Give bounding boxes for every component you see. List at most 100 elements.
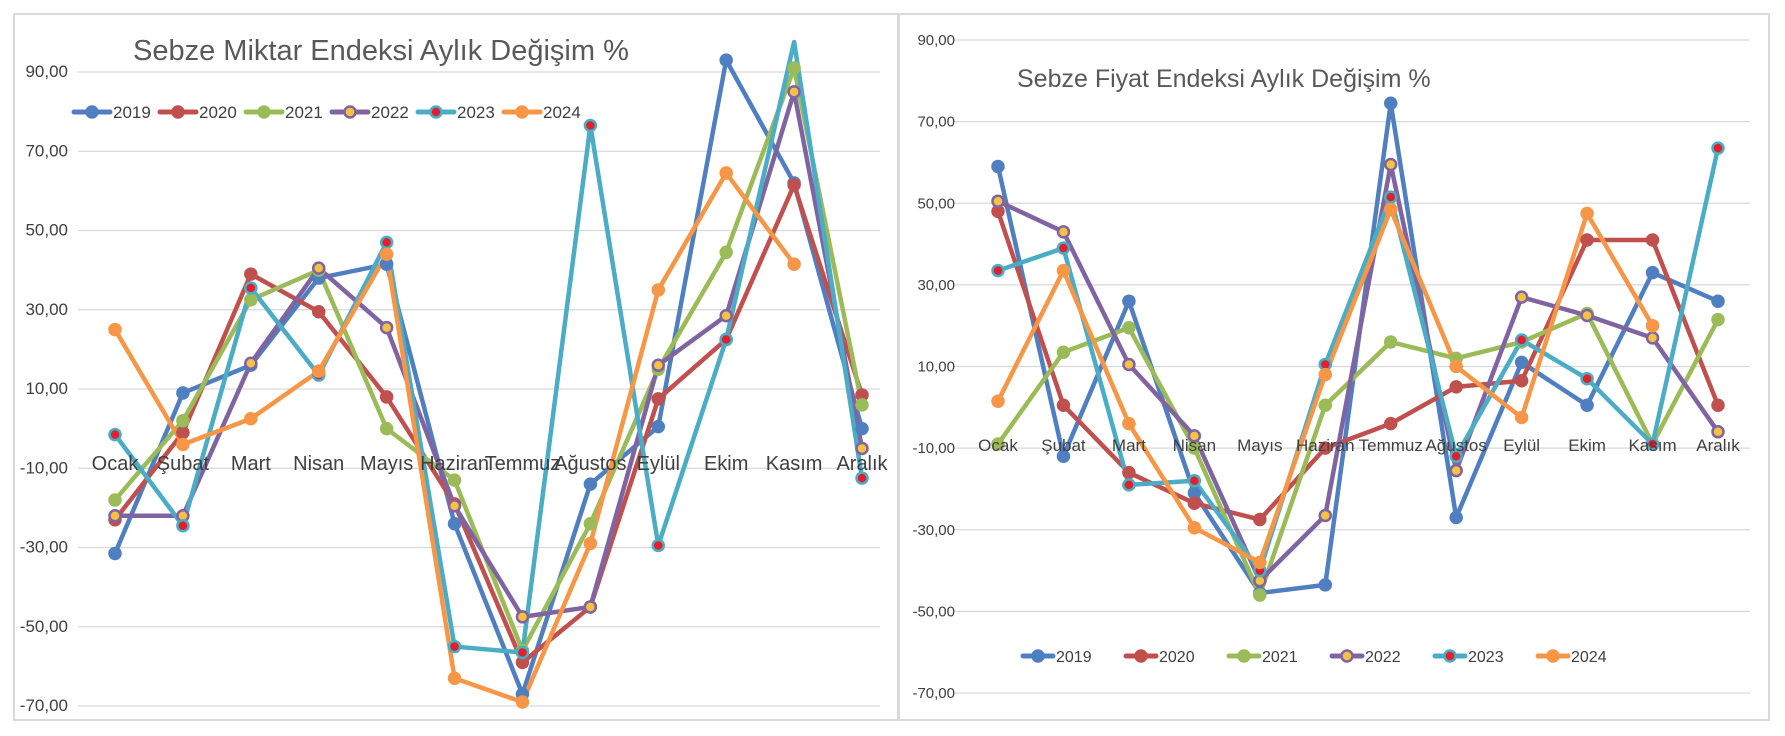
legend-marker	[85, 105, 99, 119]
data-point-2023	[515, 645, 530, 660]
data-point-2020	[1449, 380, 1463, 394]
data-point-2019	[108, 546, 122, 561]
series-line-2019	[112, 57, 865, 697]
data-point-2022	[1187, 429, 1202, 443]
data-point-2024	[1645, 318, 1660, 333]
legend-marker	[1546, 649, 1560, 663]
legend-marker	[429, 105, 443, 119]
data-point-2020	[1253, 512, 1267, 527]
data-point-2020	[311, 304, 326, 319]
data-point-2021	[1711, 312, 1725, 327]
data-point-2023	[1056, 241, 1071, 255]
data-point-2021	[991, 437, 1005, 451]
data-point-2023	[176, 518, 190, 533]
y-tick-label: 70,00	[917, 114, 955, 131]
legend-label: 2024	[1571, 649, 1607, 666]
data-point-2021	[1383, 335, 1398, 349]
data-point-2020	[1187, 496, 1202, 510]
legend-label: 2021	[285, 103, 323, 122]
legend-marker	[1443, 649, 1457, 663]
data-point-2024	[1122, 416, 1136, 431]
x-tick-label: Kasım	[1628, 436, 1676, 455]
data-point-2024	[176, 437, 190, 452]
data-point-2021	[855, 398, 869, 412]
data-point-2023	[1449, 449, 1463, 464]
legend-item-2021: 2021	[1226, 649, 1298, 666]
data-point-2021	[108, 493, 122, 507]
x-tick-label: Ocak	[978, 436, 1018, 455]
x-tick-label: Haziran	[1296, 436, 1355, 455]
data-point-2020	[1383, 416, 1398, 431]
x-tick-label: Kasım	[766, 453, 823, 475]
data-point-2023	[719, 332, 733, 347]
data-point-2021	[447, 473, 462, 487]
y-tick-label: -10,00	[912, 440, 955, 457]
data-point-2024	[244, 411, 258, 426]
legend-marker	[1031, 649, 1045, 663]
data-point-2019	[1318, 578, 1333, 592]
data-point-2020	[1056, 398, 1071, 413]
data-point-2022	[244, 356, 258, 370]
data-point-2020	[1711, 398, 1725, 413]
legend-item-2023: 2023	[1432, 649, 1504, 666]
data-point-2024	[651, 283, 666, 297]
data-point-2022	[1318, 508, 1333, 523]
data-point-2019	[583, 477, 598, 491]
data-point-2020	[651, 392, 666, 406]
legend-item-2021: 2021	[243, 103, 323, 122]
y-tick-label: 90,00	[25, 62, 68, 81]
data-point-2023	[379, 235, 394, 250]
data-point-2022	[1711, 425, 1725, 439]
data-point-2024	[1383, 202, 1398, 217]
data-point-2019	[176, 386, 190, 400]
data-point-2023	[1711, 141, 1725, 155]
y-tick-label: -30,00	[912, 522, 955, 539]
data-point-2022	[1514, 290, 1529, 304]
legend-marker	[1134, 649, 1148, 663]
x-tick-label: Nisan	[293, 453, 344, 475]
legend-label: 2019	[1056, 649, 1092, 666]
y-tick-label: -50,00	[912, 603, 955, 620]
data-point-2022	[379, 320, 394, 335]
legend-item-2023: 2023	[415, 103, 495, 122]
data-point-2021	[1122, 320, 1136, 335]
data-point-2020	[379, 390, 394, 404]
data-point-2024	[1580, 206, 1594, 221]
data-point-2022	[651, 358, 666, 372]
x-tick-label: Temmuz	[1359, 436, 1423, 455]
data-point-2022	[108, 509, 122, 523]
x-tick-label: Şubat	[157, 453, 210, 475]
data-point-2023	[991, 263, 1005, 278]
legend-marker	[1237, 649, 1251, 663]
legend-item-2024: 2024	[501, 103, 581, 122]
data-point-2019	[1449, 510, 1463, 525]
data-point-2024	[515, 695, 530, 709]
data-point-2024	[719, 166, 733, 180]
data-point-2022	[515, 610, 530, 624]
data-point-2022	[1580, 308, 1594, 323]
data-point-2019	[1056, 449, 1071, 464]
data-point-2020	[1645, 233, 1660, 247]
series-line-2021	[995, 311, 1721, 598]
legend-label: 2023	[1468, 649, 1504, 666]
data-point-2022	[1122, 357, 1136, 372]
data-point-2020	[787, 178, 801, 192]
data-point-2024	[1253, 555, 1267, 570]
data-point-2019	[447, 516, 462, 531]
data-point-2021	[719, 245, 733, 260]
data-point-2024	[311, 364, 326, 378]
x-tick-label: Ağustos	[1425, 436, 1486, 455]
x-tick-label: Ocak	[92, 453, 140, 475]
data-point-2022	[719, 308, 733, 323]
x-tick-label: Temmuz	[485, 453, 561, 475]
chart-title: Sebze Miktar Endeksi Aylık Değişim %	[133, 35, 629, 67]
legend-marker	[515, 105, 529, 119]
data-point-2019	[1383, 96, 1398, 111]
series-line-2020	[112, 182, 865, 665]
legend-marker	[171, 105, 185, 119]
data-point-2023	[1383, 190, 1398, 204]
data-point-2023	[1645, 437, 1660, 451]
x-tick-label: Ekim	[704, 453, 748, 475]
series-line-2020	[995, 209, 1721, 522]
x-tick-label: Eylül	[1503, 436, 1540, 455]
